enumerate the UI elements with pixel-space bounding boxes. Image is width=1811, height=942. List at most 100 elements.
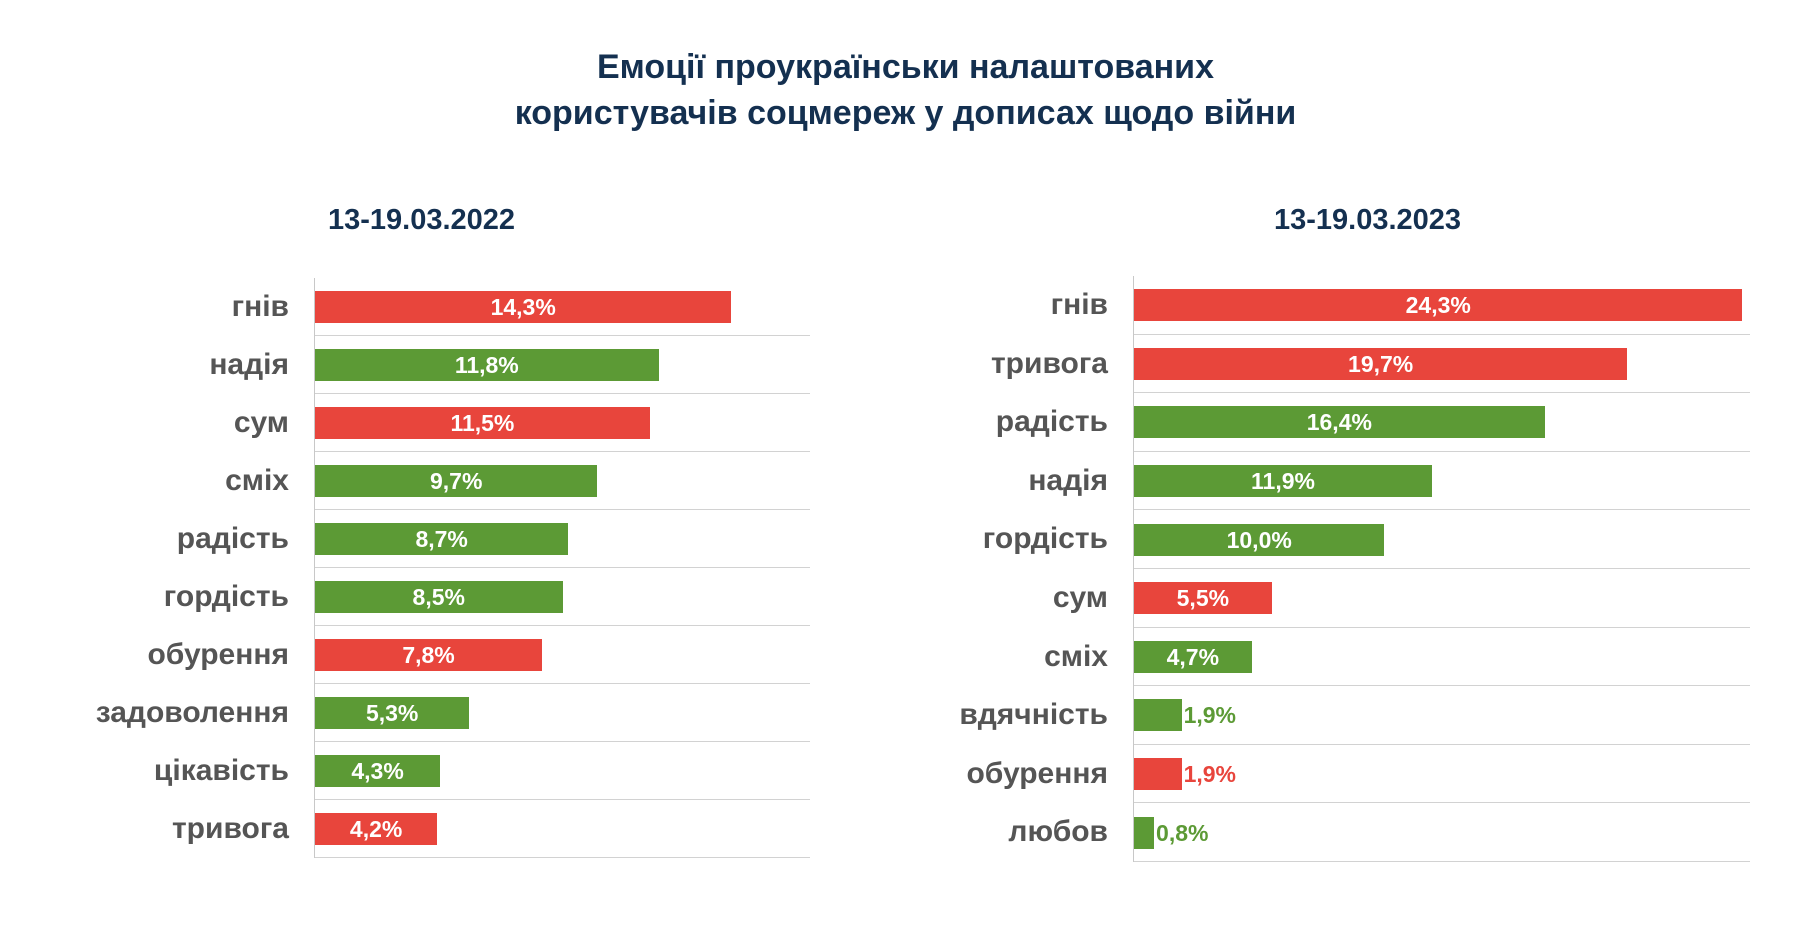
value-label: 4,2% — [349, 816, 403, 842]
value-label: 19,7% — [1348, 350, 1414, 377]
value-label: 11,9% — [1251, 468, 1315, 495]
gridline — [1134, 333, 1750, 335]
category-label: радість — [995, 405, 1108, 439]
value-label: 10,0% — [1226, 526, 1292, 553]
title-line-2: користувачів соцмереж у дописах щодо вій… — [514, 94, 1297, 132]
category-label: сміх — [1044, 639, 1108, 673]
bar — [1134, 699, 1182, 732]
bar-row: радість 8,7% — [177, 510, 810, 568]
category-label: тривога — [171, 812, 289, 845]
chart-2022-plot: гнів 14,3% надія 11,8% сум 11,5% сміх 9,7% радіс… — [96, 278, 810, 858]
gridline — [1134, 392, 1750, 394]
bar — [1134, 289, 1743, 322]
gridline — [315, 509, 810, 510]
value-label: 11,5% — [450, 410, 515, 436]
bar-row: надія 11,9% — [1028, 452, 1750, 511]
gridline — [1134, 567, 1750, 569]
gridline — [315, 625, 810, 626]
value-label: 5,5% — [1176, 585, 1230, 612]
bar-row: сміх 4,7% — [1044, 628, 1750, 687]
bar — [315, 581, 563, 613]
category-label: обурення — [147, 638, 289, 671]
category-label: радість — [176, 522, 289, 555]
bar — [315, 639, 543, 671]
category-label: цікавість — [153, 754, 289, 787]
value-label: 4,3% — [351, 758, 404, 784]
chart-2023-title: 13-19.03.2023 — [1274, 204, 1462, 236]
bar-row: обурення 1,9% — [966, 745, 1750, 804]
category-label: гордість — [982, 522, 1108, 556]
bar — [315, 291, 732, 323]
bar-row: радість 16,4% — [996, 393, 1750, 452]
bar-row: гнів 14,3% — [232, 278, 810, 336]
value-label: 16,4% — [1306, 409, 1372, 436]
category-label: задоволення — [95, 696, 289, 729]
category-label: обурення — [966, 756, 1108, 790]
bar-row: вдячність 1,9% — [959, 686, 1750, 745]
value-label: 14,3% — [490, 294, 556, 320]
bar — [1134, 582, 1272, 615]
category-label: гнів — [231, 290, 289, 323]
bar-row: тривога 19,7% — [991, 335, 1750, 394]
category-label: сум — [1052, 581, 1108, 614]
gridline — [1134, 743, 1750, 745]
gridline — [315, 741, 810, 742]
category-label: тривога — [990, 346, 1108, 380]
bar — [1134, 406, 1545, 439]
bar — [1134, 465, 1432, 498]
bar-row: сміх 9,7% — [225, 452, 810, 510]
category-label: надія — [209, 348, 289, 381]
category-label: любов — [1008, 815, 1108, 849]
bar — [1134, 640, 1252, 673]
bar-row: тривога 4,2% — [172, 800, 810, 858]
bar-row: задоволення 5,3% — [96, 684, 810, 742]
bar — [1134, 758, 1182, 791]
gridline — [315, 393, 810, 394]
title-line-1: Емоції проукраїнськи налаштованих — [597, 48, 1214, 86]
bar — [315, 523, 569, 555]
gridline — [1134, 685, 1750, 687]
bar-row: сум 11,5% — [234, 394, 810, 452]
category-label: надія — [1028, 463, 1108, 497]
gridline — [315, 799, 810, 800]
value-label: 9,7% — [430, 468, 483, 494]
value-label: 1,9% — [1183, 761, 1236, 788]
chart-2023-plot: гнів 24,3% тривога 19,7% радість 16,4% надія 11… — [959, 276, 1750, 862]
gridline — [1134, 626, 1750, 628]
gridline — [315, 857, 810, 858]
bar — [1134, 816, 1155, 849]
bar — [315, 349, 659, 381]
bar — [315, 697, 470, 729]
gridline — [1134, 450, 1750, 452]
gridline — [1134, 509, 1750, 511]
value-label: 5,3% — [365, 700, 419, 726]
bar-row: гордість 10,0% — [983, 510, 1750, 569]
bar-row: сум 5,5% — [1053, 569, 1750, 628]
bar-row: гордість 8,5% — [164, 568, 810, 626]
category-label: гнів — [1050, 288, 1108, 321]
bar-row: любов 0,8% — [1008, 803, 1750, 862]
gridline — [315, 335, 810, 336]
gridline — [1134, 802, 1750, 804]
bar-row: надія 11,8% — [209, 336, 810, 394]
value-label: 8,7% — [415, 526, 468, 552]
value-label: 1,9% — [1183, 702, 1236, 729]
bar-row: цікавість 4,3% — [154, 742, 810, 800]
category-label: гордість — [163, 580, 289, 613]
bar — [1134, 347, 1628, 380]
bar — [1134, 523, 1385, 556]
value-label: 7,8% — [402, 642, 455, 668]
category-label: вдячність — [959, 698, 1108, 732]
bar — [315, 813, 438, 845]
bar-row: обурення 7,8% — [147, 626, 810, 684]
bar — [315, 407, 650, 439]
value-label: 4,7% — [1166, 643, 1220, 670]
gridline — [315, 683, 810, 684]
bar — [315, 755, 441, 787]
value-label: 0,8% — [1156, 819, 1209, 846]
value-label: 24,3% — [1405, 292, 1471, 319]
chart-main-title: Емоції проукраїнськи налаштованих корист… — [0, 44, 1811, 136]
category-label: сум — [233, 406, 289, 439]
gridline — [1134, 860, 1750, 862]
bar-row: гнів 24,3% — [1051, 276, 1750, 335]
